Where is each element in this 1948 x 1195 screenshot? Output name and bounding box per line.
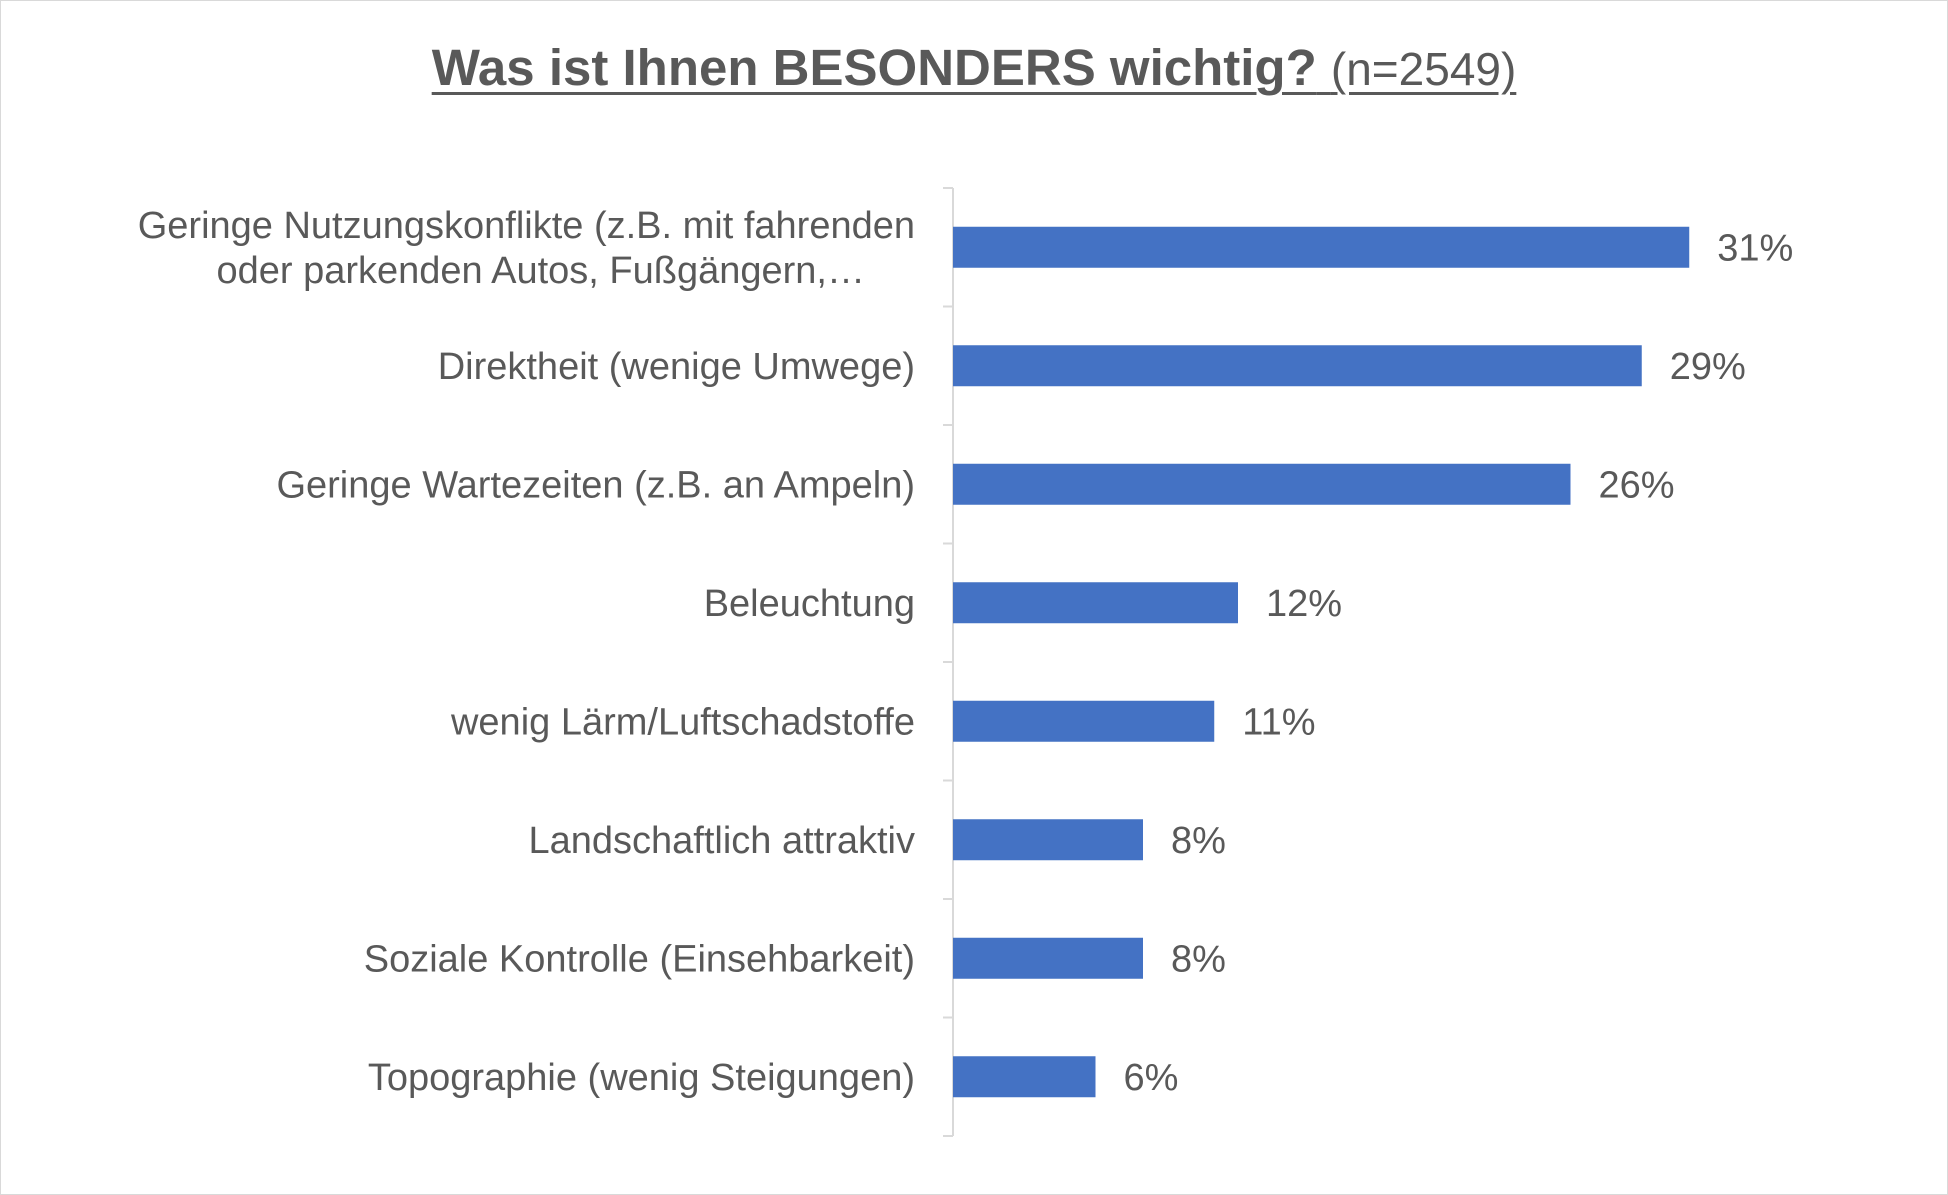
bar: [953, 345, 1642, 387]
bars: [953, 226, 1690, 1098]
bar: [953, 582, 1238, 624]
data-label: 6%: [1124, 1057, 1179, 1099]
chart-title: Was ist Ihnen BESONDERS wichtig? (n=2549…: [0, 36, 1948, 101]
data-label: 8%: [1171, 820, 1226, 862]
category-label: wenig Lärm/Luftschadstoffe: [450, 701, 915, 743]
data-label: 11%: [1242, 701, 1315, 743]
category-label: Topographie (wenig Steigungen): [368, 1057, 915, 1099]
category-axis: [943, 187, 954, 1137]
chart-subtitle: (n=2549): [1330, 43, 1517, 95]
data-label: 12%: [1266, 583, 1342, 625]
chart-title-main: Was ist Ihnen BESONDERS wichtig?: [431, 39, 1317, 96]
data-label: 31%: [1717, 227, 1793, 269]
category-label: Direktheit (wenige Umwege): [438, 346, 915, 388]
bar: [953, 463, 1571, 505]
bar: [953, 1056, 1096, 1098]
chart-title-text: Was ist Ihnen BESONDERS wichtig? (n=2549…: [432, 39, 1517, 96]
bar: [953, 226, 1690, 268]
bar: [953, 819, 1143, 861]
category-label: Soziale Kontrolle (Einsehbarkeit): [364, 938, 915, 980]
bar: [953, 700, 1215, 742]
data-label: 8%: [1171, 938, 1226, 980]
category-label: oder parkenden Autos, Fußgängern,…: [216, 250, 865, 292]
category-label: Geringe Nutzungskonflikte (z.B. mit fahr…: [138, 205, 915, 247]
data-label: 26%: [1599, 464, 1675, 506]
category-label: Geringe Wartezeiten (z.B. an Ampeln): [276, 464, 915, 506]
category-label: Landschaftlich attraktiv: [528, 820, 915, 862]
data-label: 29%: [1670, 346, 1746, 388]
data-labels: 31% 29% 26% 12% 11% 8% 8% 6%: [1124, 227, 1794, 1099]
bar: [953, 937, 1143, 979]
category-label: Beleuchtung: [704, 583, 915, 625]
category-labels: Geringe Nutzungskonflikte (z.B. mit fahr…: [138, 205, 915, 1099]
